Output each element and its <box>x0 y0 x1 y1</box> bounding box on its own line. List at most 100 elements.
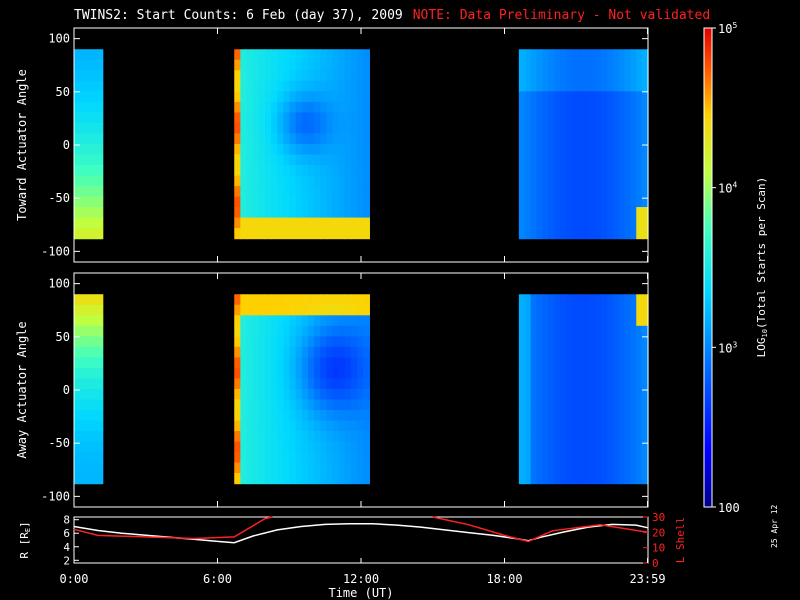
heatmap-cell <box>79 49 82 61</box>
heatmap-cell <box>583 70 590 82</box>
heatmap-cell <box>571 315 579 327</box>
heatmap-cell <box>77 59 80 71</box>
heatmap-cell <box>85 164 88 177</box>
heatmap-cell <box>94 186 97 198</box>
heatmap-cell <box>583 186 590 198</box>
heatmap-cell <box>83 304 86 316</box>
heatmap-cell <box>246 357 254 369</box>
heatmap-cell <box>85 441 88 453</box>
heatmap-cell <box>606 409 614 422</box>
heatmap-cell <box>88 473 91 485</box>
heatmap-cell <box>246 80 254 92</box>
heatmap-cell <box>630 207 637 219</box>
heatmap-cell <box>88 143 91 156</box>
heatmap-cell <box>96 399 99 411</box>
heatmap-cell <box>332 91 340 103</box>
heatmap-cell <box>595 101 602 113</box>
heatmap-cell <box>320 315 327 327</box>
heatmap-cell <box>530 101 538 113</box>
heatmap-cell <box>357 462 364 474</box>
heatmap-cell <box>80 346 83 358</box>
heatmap-cell <box>97 409 100 422</box>
heatmap-cell <box>80 112 83 124</box>
heatmap-cell <box>246 462 254 474</box>
heatmap-cell <box>83 154 86 166</box>
heatmap-cell <box>536 367 543 380</box>
heatmap-cell <box>101 186 104 198</box>
heatmap-cell <box>80 217 83 229</box>
heatmap-cell <box>79 217 82 229</box>
heatmap-cell <box>357 186 364 198</box>
heatmap-cell <box>332 294 340 306</box>
heatmap-cell <box>307 207 315 219</box>
heatmap-cell <box>338 49 346 61</box>
heatmap-cell <box>88 164 91 177</box>
heatmap-cell <box>96 186 99 198</box>
heatmap-cell <box>565 70 573 82</box>
heatmap-cell <box>101 294 104 306</box>
heatmap-cell <box>332 228 340 240</box>
heatmap-cell <box>81 441 84 453</box>
heatmap-cell <box>642 217 649 229</box>
heatmap-cell <box>94 196 97 208</box>
heatmap-cell <box>536 143 543 156</box>
heatmap-cell <box>518 49 526 61</box>
heatmap-cell <box>98 431 101 443</box>
heatmap-cell <box>246 154 254 166</box>
heatmap-cell <box>583 452 590 464</box>
heatmap-cell <box>101 91 104 103</box>
heatmap-cell <box>571 228 579 240</box>
heatmap-cell <box>559 186 567 198</box>
heatmap-cell <box>542 420 549 432</box>
heatmap-cell <box>589 388 596 401</box>
heatmap-cell <box>589 70 596 82</box>
heatmap-cell <box>100 207 102 219</box>
colorbar-label-tail: (Total Starts per Scan) <box>755 177 768 329</box>
heatmap-cell <box>314 196 321 208</box>
heatmap-cell <box>577 164 585 177</box>
heatmap-cell <box>83 70 86 82</box>
heatmap-cell <box>83 441 86 453</box>
heatmap-cell <box>332 441 340 453</box>
heatmap-cell <box>326 70 334 82</box>
heatmap-cell <box>332 431 340 443</box>
heatmap-cell <box>98 80 101 92</box>
heatmap-cell <box>271 186 278 198</box>
heatmap-cell <box>289 228 297 240</box>
heatmap-cell <box>89 80 92 92</box>
heatmap-cell <box>320 207 327 219</box>
heatmap-cell <box>295 336 303 348</box>
heatmap-cell <box>77 91 80 103</box>
heatmap-cell <box>77 154 80 166</box>
heatmap-cell <box>542 346 549 358</box>
heatmap-cell <box>320 431 327 443</box>
heatmap-cell <box>264 294 272 306</box>
heatmap-cell <box>98 378 101 390</box>
heatmap-cell <box>554 154 561 166</box>
heatmap-cell <box>344 378 352 390</box>
heatmap-cell <box>595 388 602 401</box>
heatmap-cell <box>84 122 87 135</box>
heatmap-cell <box>93 59 96 71</box>
heatmap-cell <box>542 294 549 306</box>
heatmap-cell <box>93 388 96 401</box>
heatmap-cell <box>96 409 99 422</box>
heatmap-cell <box>554 143 561 156</box>
heatmap-cell <box>612 175 620 187</box>
heatmap-cell <box>84 473 87 485</box>
heatmap-cell <box>559 346 567 358</box>
heatmap-cell <box>94 441 97 453</box>
heatmap-cell <box>93 186 96 198</box>
heatmap-cell <box>252 217 260 229</box>
heatmap-cell <box>524 112 532 124</box>
heatmap-cell <box>642 101 649 113</box>
heatmap-cell <box>94 112 97 124</box>
heatmap-cell <box>642 441 649 453</box>
heatmap-cell <box>571 441 579 453</box>
heatmap-cell <box>612 420 620 432</box>
heatmap-cell <box>100 315 102 327</box>
heatmap-cell <box>554 122 561 135</box>
heatmap-cell <box>344 133 352 145</box>
orbit-left-tick-label: 4 <box>63 541 70 554</box>
